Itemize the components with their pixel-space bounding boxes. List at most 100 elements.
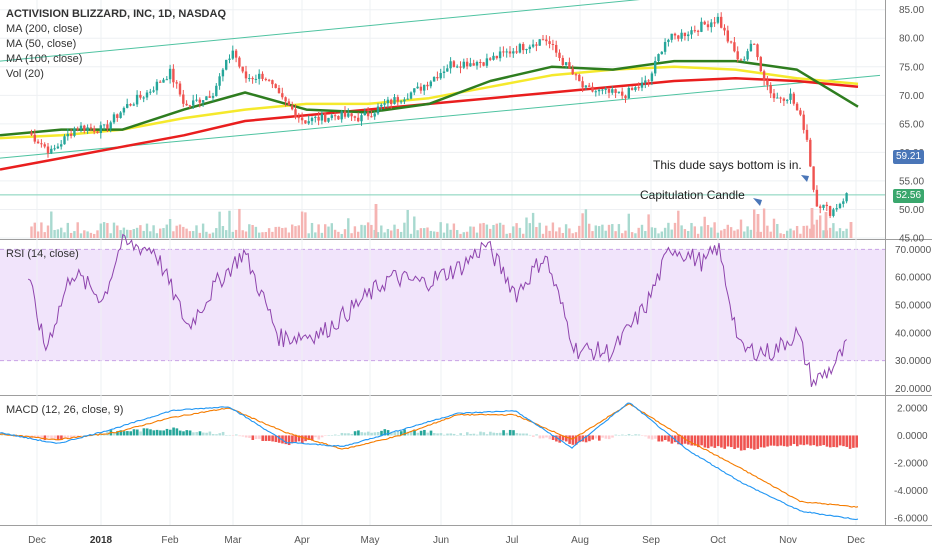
macd-hist-bar: [320, 435, 324, 438]
candle-body: [73, 128, 76, 136]
candle-body: [60, 144, 63, 147]
candle-body: [446, 68, 449, 72]
macd-line: [0, 402, 859, 521]
macd-hist-bar: [832, 435, 835, 448]
volume-bar: [281, 227, 284, 238]
candle-body: [588, 85, 591, 87]
volume-bar: [842, 231, 845, 238]
volume-bar: [419, 228, 423, 238]
volume-bar: [119, 230, 122, 238]
macd-hist-bar: [822, 435, 825, 446]
legend-ma200[interactable]: MA (200, close): [6, 23, 83, 35]
volume-bar: [271, 231, 274, 238]
macd-hist-bar: [238, 435, 241, 437]
macd-hist-bar: [442, 434, 446, 436]
volume-bar: [376, 232, 380, 238]
macd-hist-bar: [466, 432, 469, 436]
candle-body: [696, 30, 700, 32]
candle-body: [535, 44, 538, 46]
x-tick-label: Dec: [847, 535, 865, 546]
legend-ma50[interactable]: MA (50, close): [6, 38, 77, 50]
macd-hist-bar: [482, 432, 486, 436]
candle-body: [644, 80, 647, 83]
arrow-capitulation: [753, 198, 762, 206]
candle-body: [442, 71, 446, 73]
candle-body: [512, 51, 515, 54]
candle-body: [340, 111, 343, 120]
macd-legend[interactable]: MACD (12, 26, close, 9): [6, 403, 123, 418]
candle-body: [182, 94, 185, 104]
macd-hist-bar: [202, 432, 205, 436]
macd-hist-bar: [743, 435, 746, 451]
legend-ma100[interactable]: MA (100, close): [6, 53, 83, 65]
macd-hist-bar: [842, 435, 845, 447]
macd-hist-bar: [159, 430, 162, 436]
candle-body: [267, 79, 271, 81]
volume-bar: [667, 222, 670, 238]
volume-bar: [663, 227, 667, 238]
volume-bar: [505, 233, 508, 238]
candle-body: [366, 112, 370, 117]
rsi-tick-label: 40.0000: [895, 328, 932, 339]
macd-hist-bar: [211, 434, 215, 436]
candle-body: [221, 69, 225, 77]
candle-body: [723, 27, 726, 31]
candle-body: [726, 30, 729, 42]
macd-hist-bar: [330, 435, 334, 436]
candle-body: [819, 206, 822, 208]
legend-vol[interactable]: Vol (20): [6, 68, 44, 80]
candle-body: [779, 97, 782, 99]
macd-hist-bar: [479, 431, 482, 436]
volume-spike-0: [756, 214, 760, 238]
candle-body: [426, 84, 429, 87]
volume-bar: [225, 230, 228, 238]
volume-bar: [188, 231, 192, 238]
candle-body: [201, 100, 205, 103]
candle-body: [347, 113, 350, 117]
volume-bar: [205, 231, 208, 238]
macd-hist-bar: [756, 435, 759, 449]
macd-hist-bar: [119, 430, 123, 436]
candle-body: [291, 105, 294, 110]
volume-bar: [574, 232, 578, 238]
macd-hist-bar: [380, 430, 383, 436]
rsi-legend[interactable]: RSI (14, close): [6, 247, 79, 262]
macd-hist-bar: [485, 434, 489, 436]
macd-hist-bar: [63, 435, 66, 438]
volume-bar: [399, 231, 403, 238]
candle-body: [733, 42, 736, 52]
macd-hist-bar: [241, 435, 245, 437]
macd-hist-bar: [340, 432, 344, 436]
volume-bar: [591, 231, 594, 238]
macd-hist-bar: [730, 435, 733, 448]
candle-body: [271, 80, 274, 85]
macd-hist-bar: [647, 435, 651, 439]
macd-hist-bar: [568, 435, 571, 444]
macd-hist-bar: [812, 435, 816, 446]
volume-bar: [551, 222, 555, 238]
candle-body: [102, 124, 106, 126]
macd-hist-bar: [291, 435, 294, 443]
macd-tick-label: -2.0000: [894, 459, 928, 470]
macd-hist-bar: [805, 435, 809, 445]
macd-hist-bar: [522, 433, 525, 436]
candle-body: [129, 104, 132, 106]
candle-body: [419, 86, 423, 91]
macd-hist-bar: [261, 435, 264, 441]
candle-body: [33, 134, 36, 142]
volume-bar: [710, 227, 713, 238]
volume-bar: [192, 231, 195, 238]
candle-body: [762, 71, 766, 81]
macd-hist-bar: [132, 429, 136, 436]
volume-bar: [647, 214, 650, 238]
candle-body: [284, 97, 287, 102]
candle-body: [43, 144, 46, 147]
volume-bar: [102, 222, 106, 238]
macd-hist-bar: [720, 435, 723, 448]
macd-hist-bar: [555, 435, 558, 442]
candle-body: [310, 117, 314, 122]
x-tick-label: Apr: [294, 535, 310, 546]
volume-bar: [86, 231, 89, 238]
candle-body: [469, 63, 472, 67]
volume-bar: [310, 222, 314, 238]
